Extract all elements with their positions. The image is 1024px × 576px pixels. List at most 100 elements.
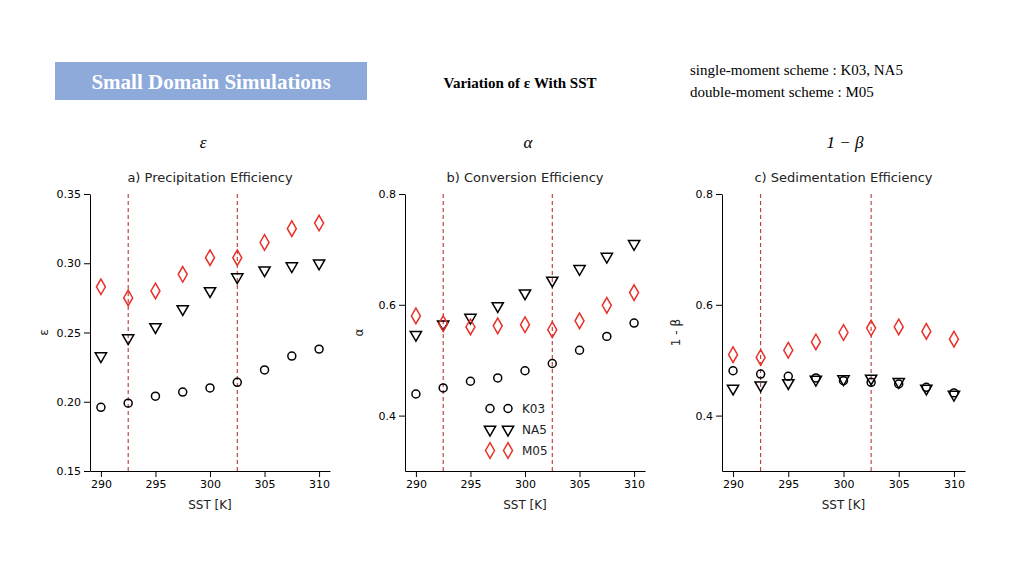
x-tick-mark xyxy=(470,471,471,477)
point xyxy=(260,235,269,251)
reference-line xyxy=(760,194,761,471)
y-tick-label: 0.8 xyxy=(379,188,397,201)
x-axis-title: SST [K] xyxy=(503,498,547,512)
y-tick-label: 0.20 xyxy=(57,396,82,409)
chart-title: a) Precipitation Efficiency xyxy=(127,170,292,185)
y-tick-label: 0.4 xyxy=(379,410,397,423)
background xyxy=(0,0,1024,576)
y-tick-mark xyxy=(84,471,90,472)
x-tick-mark xyxy=(634,471,635,477)
series xyxy=(410,241,639,342)
x-tick-label: 310 xyxy=(944,478,965,491)
point xyxy=(521,367,529,375)
x-tick: 305 xyxy=(255,471,276,491)
y-axis: 0.150.200.250.300.35 xyxy=(57,188,91,478)
point xyxy=(601,253,612,263)
point xyxy=(177,306,188,316)
point xyxy=(574,266,585,276)
x-tick: 295 xyxy=(778,471,799,491)
x-tick: 310 xyxy=(624,471,645,491)
x-tick-mark xyxy=(101,471,102,477)
slide-title: Variation of ε With SST xyxy=(443,75,596,91)
y-tick-mark xyxy=(716,305,722,306)
point xyxy=(602,298,611,314)
x-tick-label: 300 xyxy=(200,478,221,491)
reference-line xyxy=(871,194,872,471)
point xyxy=(97,403,105,411)
point xyxy=(521,317,530,333)
x-tick: 305 xyxy=(889,471,910,491)
legend-label: NA5 xyxy=(522,423,547,437)
y-tick-label: 0.15 xyxy=(57,465,82,478)
legend-item: NA5 xyxy=(484,423,546,437)
x-tick-mark xyxy=(416,471,417,477)
point xyxy=(838,376,849,386)
x-tick-mark xyxy=(525,471,526,477)
y-tick: 0.8 xyxy=(696,188,723,201)
y-tick-label: 0.35 xyxy=(57,188,82,201)
x-tick: 300 xyxy=(200,471,221,491)
point xyxy=(630,319,638,327)
y-axis-title: 1 - β xyxy=(669,319,683,346)
page: Small Domain SimulationsVariation of ε W… xyxy=(0,0,1024,576)
point xyxy=(123,335,134,345)
series xyxy=(411,285,638,338)
y-axis-line xyxy=(405,195,406,472)
plot-area xyxy=(410,194,639,471)
point xyxy=(466,377,474,385)
point xyxy=(894,319,903,335)
y-tick-mark xyxy=(84,333,90,334)
point xyxy=(810,376,821,386)
point xyxy=(519,290,530,300)
y-axis-title: ε xyxy=(37,329,51,336)
column-label: ε xyxy=(200,133,207,152)
point xyxy=(757,370,765,378)
point xyxy=(548,322,557,338)
x-tick: 290 xyxy=(723,471,744,491)
legend-symbol xyxy=(486,443,495,459)
point xyxy=(839,325,848,341)
y-axis-title: α xyxy=(352,328,366,336)
point xyxy=(576,346,584,354)
x-tick-label: 300 xyxy=(834,478,855,491)
point xyxy=(179,388,187,396)
x-tick-mark xyxy=(580,471,581,477)
point xyxy=(232,274,243,284)
point xyxy=(315,345,323,353)
x-tick: 290 xyxy=(91,471,112,491)
point xyxy=(603,332,611,340)
note: single-moment scheme : K03, NA5 xyxy=(690,62,903,78)
point xyxy=(124,290,133,306)
y-tick-label: 0.4 xyxy=(696,410,714,423)
x-tick-label: 310 xyxy=(309,478,330,491)
y-tick: 0.15 xyxy=(57,465,91,478)
x-tick: 310 xyxy=(309,471,330,491)
legend-item: M05 xyxy=(486,443,548,459)
y-tick: 0.20 xyxy=(57,396,91,409)
point xyxy=(411,308,420,324)
point xyxy=(151,283,160,299)
point xyxy=(151,392,159,400)
x-tick: 295 xyxy=(460,471,481,491)
column-label: α xyxy=(524,133,534,152)
chart: 2902953003053100.150.200.250.300.35a) Pr… xyxy=(37,170,331,512)
y-tick: 0.6 xyxy=(379,299,406,312)
point xyxy=(204,288,215,298)
point xyxy=(206,384,214,392)
y-axis-line xyxy=(90,195,91,472)
point xyxy=(96,279,105,295)
x-tick-mark xyxy=(899,471,900,477)
point xyxy=(783,380,794,390)
y-tick-label: 0.8 xyxy=(696,188,714,201)
plot-area xyxy=(95,194,324,471)
x-tick-label: 300 xyxy=(515,478,536,491)
y-tick: 0.6 xyxy=(696,299,723,312)
point xyxy=(315,215,324,231)
y-tick-label: 0.6 xyxy=(696,299,714,312)
title-box xyxy=(55,62,367,100)
y-tick-mark xyxy=(84,194,90,195)
point xyxy=(288,352,296,360)
x-tick-label: 295 xyxy=(778,478,799,491)
y-tick: 0.4 xyxy=(696,410,723,423)
point xyxy=(233,378,241,386)
